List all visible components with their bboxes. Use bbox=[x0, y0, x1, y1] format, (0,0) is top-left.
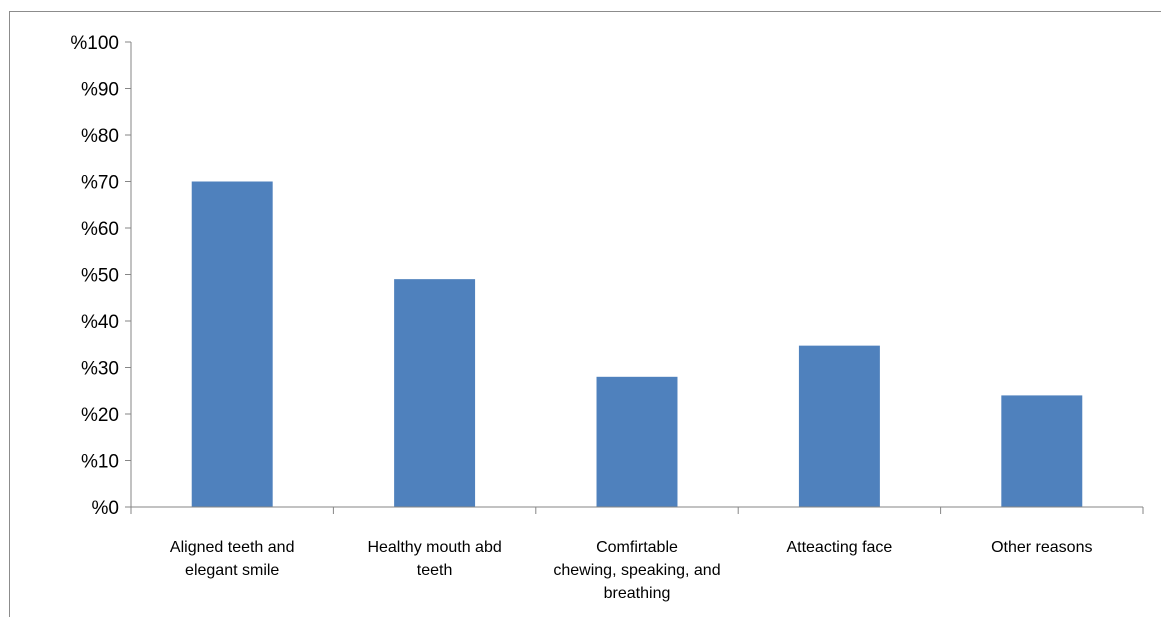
x-tick-label: Aligned teeth and elegant smile bbox=[170, 539, 295, 579]
y-tick-label: %40 bbox=[81, 312, 119, 333]
bar bbox=[394, 279, 476, 507]
y-axis-tick-labels: %0 %10 %20 %30 %40 %50 %60 %70 %80 %90 %100 bbox=[70, 33, 119, 519]
bars bbox=[191, 181, 1083, 507]
y-tick-label: %0 bbox=[92, 498, 119, 519]
bar bbox=[798, 345, 880, 507]
x-tick-label: Healthy mouth abd teeth bbox=[367, 539, 501, 579]
y-tick-label: %60 bbox=[81, 219, 119, 240]
x-tick-label-line: breathing bbox=[604, 585, 671, 602]
chart-frame bbox=[9, 11, 1161, 617]
x-tick-label-line: Aligned teeth and bbox=[170, 539, 295, 556]
bar bbox=[191, 181, 273, 507]
x-tick-label-line: Healthy mouth abd bbox=[367, 539, 501, 556]
y-tick-label: %20 bbox=[81, 405, 119, 426]
x-tick-label: Comfirtable chewing, speaking, and breathi… bbox=[553, 539, 720, 602]
x-tick-label-line: Other reasons bbox=[991, 539, 1092, 556]
x-tick-label-line: elegant smile bbox=[185, 562, 279, 579]
y-tick-label: %100 bbox=[70, 33, 119, 54]
y-axis-tick-marks bbox=[125, 41, 131, 508]
x-tick-label: Other reasons bbox=[991, 539, 1092, 556]
bar bbox=[1001, 395, 1083, 507]
x-axis-category-labels: Aligned teeth and elegant smile Healthy mo… bbox=[170, 539, 1093, 602]
y-tick-label: %80 bbox=[81, 126, 119, 147]
x-tick-label-line: Comfirtable bbox=[596, 539, 678, 556]
y-tick-label: %70 bbox=[81, 173, 119, 194]
x-tick-label-line: Atteacting face bbox=[786, 539, 892, 556]
y-tick-label: %30 bbox=[81, 359, 119, 380]
x-tick-label: Atteacting face bbox=[786, 539, 892, 556]
bar bbox=[596, 376, 678, 507]
x-tick-label-line: teeth bbox=[417, 562, 453, 579]
y-tick-label: %50 bbox=[81, 266, 119, 287]
x-axis-tick-marks bbox=[130, 507, 1144, 514]
y-tick-label: %90 bbox=[81, 80, 119, 101]
x-tick-label-line: chewing, speaking, and bbox=[553, 562, 720, 579]
y-tick-label: %10 bbox=[81, 452, 119, 473]
